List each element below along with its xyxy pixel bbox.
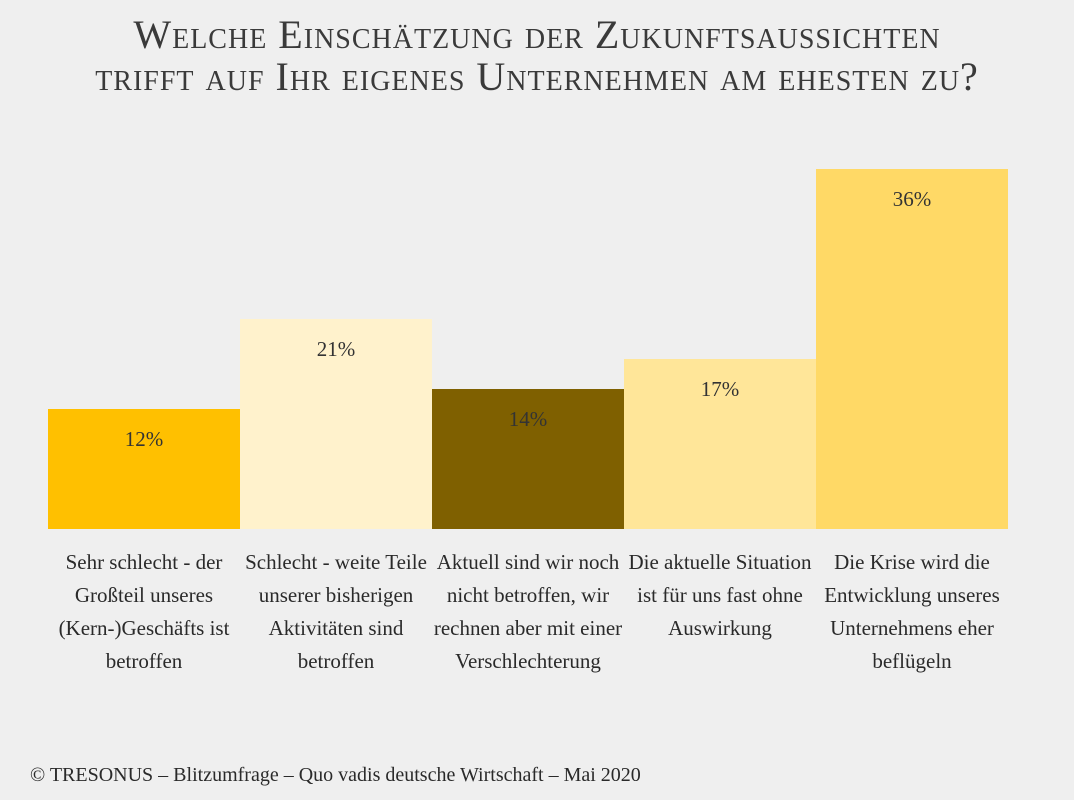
category-label-5: Die Krise wird die Entwicklung unseres U…: [824, 550, 1000, 673]
bar-4: [624, 359, 816, 529]
data-label-5: 36%: [893, 187, 932, 211]
chart-title-line-1: Welche Einschätzung der Zukunftsaussicht…: [133, 12, 941, 57]
data-label-2: 21%: [317, 337, 356, 361]
data-label-1: 12%: [125, 427, 164, 451]
category-label-2: Schlecht - weite Teile unserer bisherige…: [245, 550, 427, 673]
chart-title-line-2: trifft auf Ihr eigenes Unternehmen am eh…: [95, 54, 979, 99]
data-label-4: 17%: [701, 377, 740, 401]
footer-copyright: © TRESONUS – Blitzumfrage – Quo vadis de…: [30, 764, 641, 786]
bar-2: [240, 319, 432, 529]
category-label-3: Aktuell sind wir noch nicht betroffen, w…: [433, 550, 623, 673]
category-label-1: Sehr schlecht - der Großteil unseres (Ke…: [58, 550, 230, 673]
bar-3: [432, 389, 624, 529]
bar-1: [48, 409, 240, 529]
chart-title: Welche Einschätzung der Zukunftsaussicht…: [0, 14, 1074, 98]
category-label-4: Die aktuelle Situation ist für uns fast …: [628, 550, 812, 640]
data-label-3: 14%: [509, 407, 548, 431]
bar-5: [816, 169, 1008, 529]
